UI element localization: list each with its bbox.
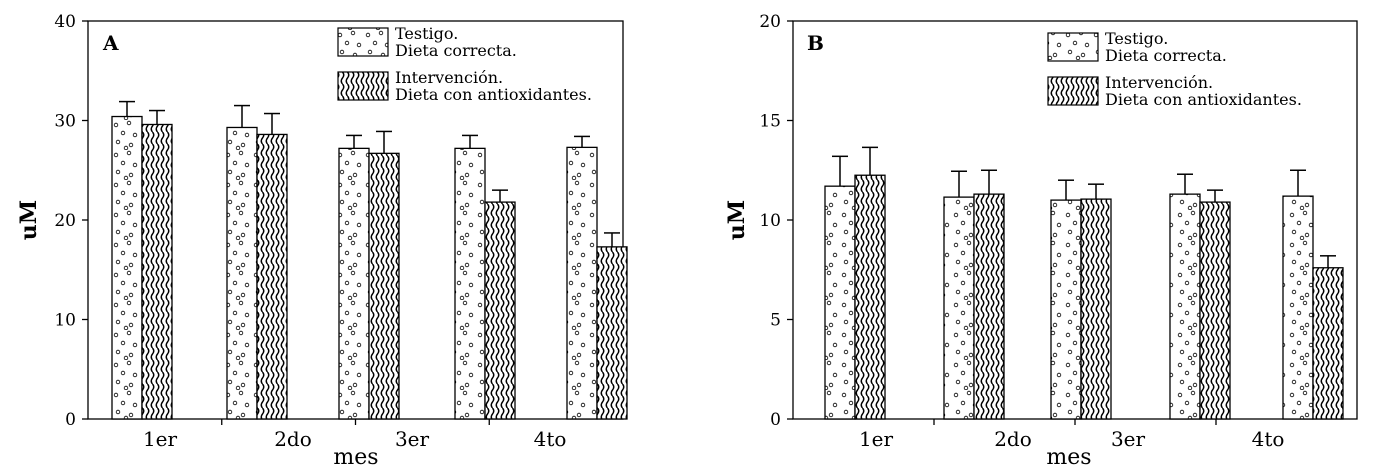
x-axis-label: mes xyxy=(333,445,378,468)
y-axis-label: uM xyxy=(16,200,42,240)
y-tick-label: 30 xyxy=(54,112,76,132)
legend-swatch-intervencion xyxy=(1047,76,1099,106)
bar-testigo xyxy=(338,147,370,420)
bar-intervencion xyxy=(854,174,886,420)
bar-testigo xyxy=(111,115,143,420)
bar-testigo xyxy=(226,126,258,420)
category-label: 3er xyxy=(395,427,430,451)
y-tick-label: 20 xyxy=(759,12,781,32)
category-label: 2do xyxy=(274,427,312,451)
category-label: 4to xyxy=(1252,427,1285,451)
y-tick-label: 0 xyxy=(65,410,76,430)
bar-testigo xyxy=(566,146,598,420)
panel-letter: A xyxy=(102,31,119,55)
bar-intervencion xyxy=(1080,198,1112,420)
y-tick-label: 0 xyxy=(770,410,781,430)
y-axis-label: uM xyxy=(724,200,750,240)
category-label: 1er xyxy=(859,427,894,451)
bar-intervencion xyxy=(256,133,288,420)
y-tick-label: 5 xyxy=(770,311,781,331)
category-label: 1er xyxy=(143,427,178,451)
legend-label: Testigo. xyxy=(395,24,458,43)
legend-label: Dieta correcta. xyxy=(1105,46,1227,65)
legend-label: Dieta con antioxidantes. xyxy=(395,85,592,104)
category-label: 2do xyxy=(994,427,1032,451)
y-tick-label: 15 xyxy=(759,112,781,132)
bar-intervencion xyxy=(368,152,400,420)
legend-label: Dieta con antioxidantes. xyxy=(1105,90,1302,109)
legend-swatch-intervencion xyxy=(337,71,389,101)
panel-letter: B xyxy=(807,31,824,55)
bar-intervencion xyxy=(973,193,1005,420)
legend-label: Dieta correcta. xyxy=(395,41,517,60)
legend-label: Intervención. xyxy=(1105,73,1213,92)
x-axis-label: mes xyxy=(1046,445,1091,468)
y-tick-label: 10 xyxy=(759,211,781,231)
legend-swatch-testigo xyxy=(337,27,389,57)
bar-intervencion xyxy=(1312,267,1344,420)
bar-testigo xyxy=(454,147,486,420)
bar-intervencion xyxy=(484,201,516,420)
legend-label: Testigo. xyxy=(1105,29,1168,48)
bar-testigo xyxy=(1169,193,1201,420)
category-label: 4to xyxy=(534,427,567,451)
y-tick-label: 40 xyxy=(54,12,76,32)
y-tick-label: 10 xyxy=(54,311,76,331)
bar-intervencion xyxy=(596,246,628,420)
bar-testigo xyxy=(1282,195,1314,420)
y-tick-label: 20 xyxy=(54,211,76,231)
bar-intervencion xyxy=(1199,201,1231,420)
bar-intervencion xyxy=(141,123,173,420)
category-label: 3er xyxy=(1111,427,1146,451)
bar-testigo xyxy=(824,185,856,420)
legend-swatch-testigo xyxy=(1047,32,1099,62)
bar-testigo xyxy=(1050,199,1082,420)
legend-label: Intervención. xyxy=(395,68,503,87)
bar-testigo xyxy=(943,196,975,420)
